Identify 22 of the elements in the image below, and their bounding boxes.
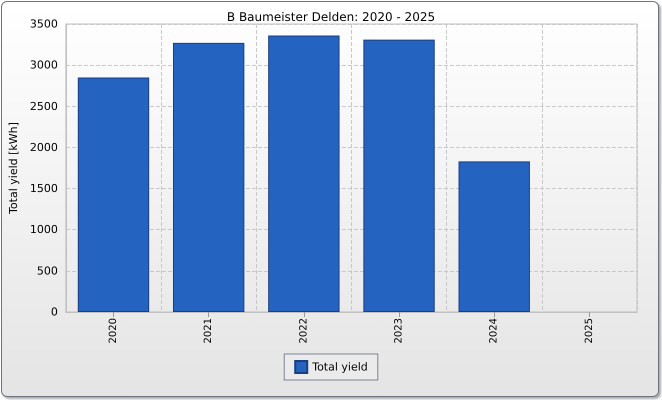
bar [363, 40, 435, 312]
x-tick-label: 2022 [298, 318, 310, 344]
y-axis-title: Total yield [kWh] [7, 122, 20, 215]
y-tick-label: 3500 [30, 18, 58, 30]
y-tick-label: 0 [50, 306, 58, 318]
x-tick-label: 2023 [394, 318, 405, 344]
y-tick-label: 2500 [30, 100, 58, 113]
bar [268, 36, 340, 312]
bar [172, 42, 244, 312]
y-tick-label: 3000 [30, 58, 58, 72]
y-tick-label: 500 [36, 264, 58, 278]
y-tick-label: 2000 [30, 140, 58, 154]
legend-label: Total yield [311, 360, 368, 374]
x-tick-label: 2025 [584, 318, 595, 344]
y-tick-label: 1000 [30, 223, 58, 236]
y-tick-label: 1500 [30, 182, 58, 196]
bar [458, 161, 530, 312]
chart-title: B Baumeister Delden: 2020 - 2025 [226, 10, 436, 24]
x-tick-label: 2024 [488, 318, 500, 344]
x-tick-label: 2021 [203, 318, 214, 344]
x-tick-label: 2020 [108, 318, 119, 344]
bar [78, 77, 150, 312]
